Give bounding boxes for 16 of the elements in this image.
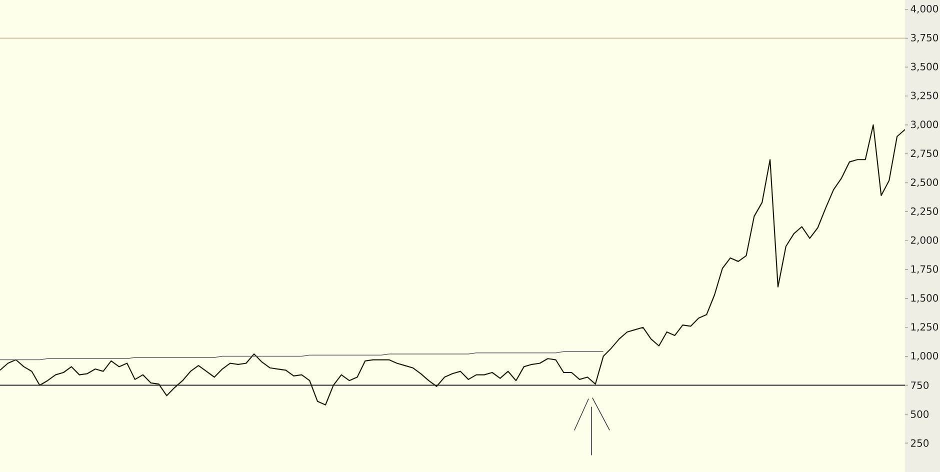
y-tick-label: 2,250	[910, 207, 938, 216]
y-tick-label: 3,250	[910, 92, 938, 100]
y-tick-label: 3,000	[910, 120, 938, 130]
y-tick-label: 3,750	[910, 34, 938, 42]
y-tick-label: 1,250	[911, 323, 938, 332]
y-tick-label: 250	[910, 439, 929, 447]
y-tick-label: 2,500	[910, 178, 938, 188]
y-tick-label: 4,000	[910, 4, 938, 14]
y-tick-label: 1,500	[911, 294, 938, 303]
y-tick-label: 2,750	[910, 150, 938, 158]
y-tick-label: 3,500	[910, 62, 938, 72]
y-tick-label: 1,000	[911, 352, 938, 361]
y-tick-label: 500	[910, 410, 929, 418]
y-tick-label: 2,000	[910, 236, 938, 245]
y-tick-label: 750	[911, 381, 929, 389]
y-tick-label: 1,750	[911, 265, 938, 274]
